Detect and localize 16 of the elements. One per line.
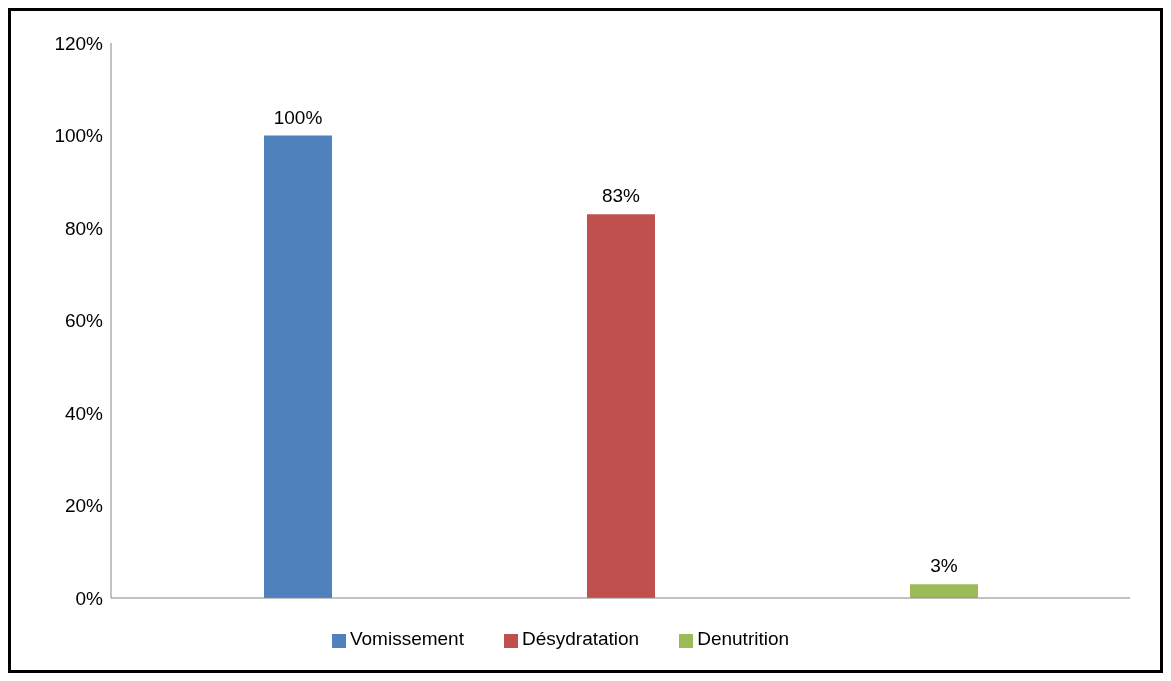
y-tick-label: 120% [54, 32, 104, 54]
data-label: 100% [273, 106, 323, 128]
y-tick-label: 0% [75, 587, 104, 609]
y-tick-label: 40% [64, 402, 104, 424]
y-tick-label: 60% [64, 310, 104, 332]
bar [587, 214, 655, 598]
legend-label: Denutrition [697, 628, 790, 649]
data-label: 3% [930, 555, 958, 577]
bar [264, 135, 332, 598]
y-tick-label: 20% [64, 495, 104, 517]
y-tick-label: 100% [54, 125, 104, 147]
y-tick-label: 80% [64, 217, 104, 239]
bar [910, 584, 978, 598]
legend-label: Désydratation [521, 628, 640, 649]
data-label: 83% [601, 185, 641, 207]
legend-label: Vomissement [349, 628, 464, 649]
